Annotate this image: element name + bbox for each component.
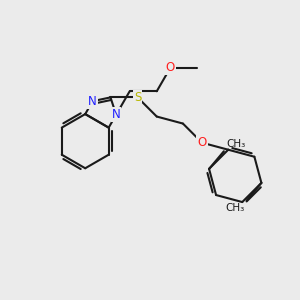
Text: CH₃: CH₃ — [226, 139, 245, 149]
Text: N: N — [112, 108, 121, 121]
Text: S: S — [134, 91, 141, 104]
Text: CH₃: CH₃ — [225, 203, 244, 213]
Text: O: O — [166, 61, 175, 74]
Text: N: N — [88, 95, 97, 108]
Text: O: O — [197, 136, 207, 149]
